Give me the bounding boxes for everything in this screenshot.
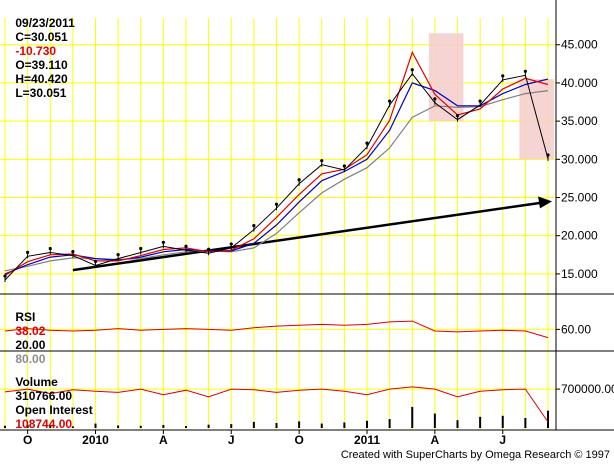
price-point bbox=[161, 240, 165, 245]
price-header: 09/23/2011 C=30.051 -10.730 O=39.110 H=4… bbox=[2, 2, 75, 114]
price-point bbox=[365, 141, 369, 145]
rsi-value: 38.02 bbox=[15, 324, 46, 338]
price-point bbox=[455, 113, 460, 118]
x-tick-label: O bbox=[23, 433, 32, 447]
rsi-label: RSI bbox=[15, 310, 36, 324]
oi-value: 108744.00 bbox=[15, 417, 73, 431]
price-point bbox=[93, 259, 98, 264]
footer-credit: Created with SuperCharts by Omega Resear… bbox=[340, 449, 610, 461]
rsi-lower: 20.00 bbox=[15, 338, 46, 352]
price-point bbox=[320, 159, 324, 163]
price-point bbox=[229, 242, 233, 246]
header-low: L=30.051 bbox=[15, 86, 67, 100]
x-tick-label: O bbox=[294, 433, 303, 447]
price-point bbox=[26, 250, 30, 254]
price-point bbox=[71, 249, 75, 254]
header-high: H=40.420 bbox=[15, 72, 68, 86]
price-tick-label: 15.000 bbox=[561, 267, 598, 281]
x-tick-label: 2010 bbox=[82, 433, 109, 447]
oi-label: Open Interest bbox=[15, 403, 93, 417]
highlight-box bbox=[519, 79, 554, 160]
price-point bbox=[501, 74, 505, 78]
x-tick-label: 2011 bbox=[354, 433, 380, 447]
price-tick-label: 30.000 bbox=[561, 152, 598, 166]
price-point bbox=[207, 247, 211, 251]
price-point bbox=[478, 99, 482, 103]
price-point bbox=[3, 274, 7, 278]
trendline bbox=[72, 201, 545, 272]
price-tick-label: 40.000 bbox=[561, 76, 598, 90]
rsi-tick-label: 60.00 bbox=[561, 322, 591, 336]
price-point bbox=[546, 153, 550, 157]
price-point bbox=[274, 202, 279, 206]
volume-header: Volume 310766.00 Open Interest 108744.00 bbox=[2, 361, 93, 445]
price-point bbox=[523, 69, 527, 73]
price-point bbox=[410, 68, 414, 72]
volume-label: Volume bbox=[15, 375, 58, 389]
volume-value: 310766.00 bbox=[15, 389, 73, 403]
x-tick-label: A bbox=[431, 433, 440, 447]
price-point bbox=[388, 99, 392, 103]
price-point bbox=[184, 244, 188, 248]
open-interest-line bbox=[4, 386, 549, 423]
price-tick-label: 25.000 bbox=[561, 191, 598, 205]
header-close: C=30.051 bbox=[15, 30, 68, 44]
trendline-arrowhead bbox=[538, 196, 552, 209]
x-tick-label: J bbox=[228, 433, 235, 447]
x-tick-label: J bbox=[499, 433, 506, 447]
rsi-line bbox=[4, 320, 549, 339]
volume-tick-label: 700000.00 bbox=[561, 382, 614, 396]
x-tick-label: A bbox=[159, 433, 168, 447]
header-date: 09/23/2011 bbox=[15, 16, 75, 30]
header-change: -10.730 bbox=[15, 44, 57, 58]
price-point bbox=[139, 246, 143, 251]
price-point bbox=[48, 246, 52, 251]
price-point bbox=[297, 178, 301, 182]
price-tick-label: 20.000 bbox=[561, 229, 598, 243]
header-open: O=39.110 bbox=[15, 58, 68, 72]
price-tick-label: 45.000 bbox=[561, 38, 598, 52]
rsi-header: RSI 38.02 20.00 80.00 bbox=[2, 296, 45, 380]
price-point bbox=[116, 253, 120, 257]
price-tick-label: 35.000 bbox=[561, 114, 598, 128]
ma-mid-line bbox=[4, 78, 549, 275]
price-point bbox=[252, 223, 256, 228]
rsi-upper: 80.00 bbox=[15, 352, 46, 366]
price-point bbox=[433, 97, 437, 101]
price-point bbox=[342, 164, 346, 168]
